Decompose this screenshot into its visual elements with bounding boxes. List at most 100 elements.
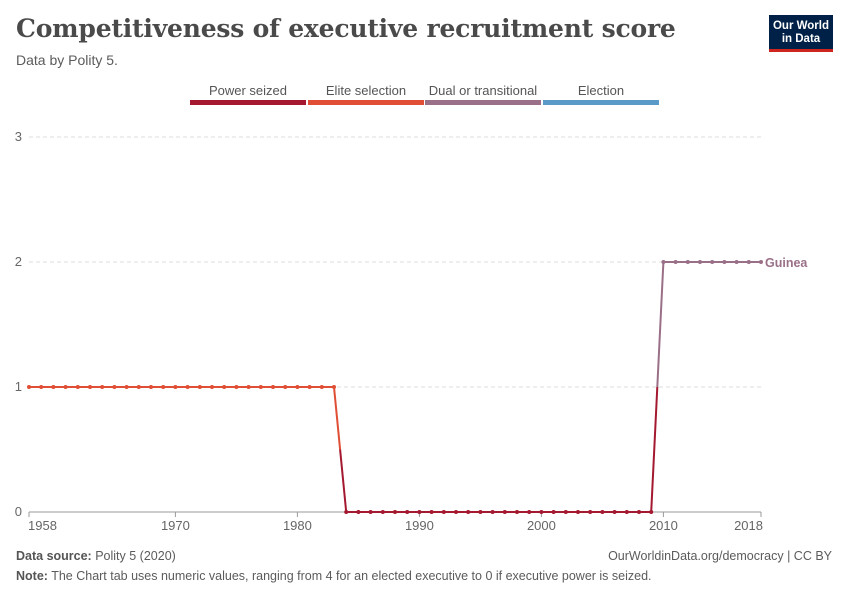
data-point bbox=[637, 510, 641, 514]
data-point bbox=[332, 385, 336, 389]
data-point bbox=[429, 510, 434, 514]
data-point bbox=[368, 510, 373, 514]
logo-line-2: in Data bbox=[781, 33, 821, 45]
legend-swatch bbox=[190, 100, 306, 105]
series-label-guinea: Guinea bbox=[765, 256, 808, 270]
logo-line-1: Our World bbox=[772, 20, 829, 32]
data-point bbox=[234, 385, 239, 389]
data-point bbox=[161, 385, 166, 389]
x-tick-label: 2010 bbox=[649, 518, 678, 533]
data-point bbox=[746, 260, 751, 264]
legend-label: Power seized bbox=[208, 83, 288, 98]
data-point bbox=[502, 510, 507, 514]
data-point bbox=[173, 385, 178, 389]
y-tick-label: 1 bbox=[15, 379, 22, 394]
legend-label: Election bbox=[577, 83, 625, 98]
data-point bbox=[405, 510, 410, 514]
data-point bbox=[649, 510, 654, 514]
data-point bbox=[490, 510, 495, 514]
data-source-line: Data source: Polity 5 (2020) bbox=[16, 549, 176, 563]
data-point bbox=[307, 385, 312, 389]
data-point bbox=[344, 510, 349, 514]
data-point bbox=[539, 510, 544, 514]
data-point bbox=[600, 510, 605, 514]
data-point bbox=[624, 510, 629, 514]
data-point bbox=[661, 260, 666, 264]
data-point bbox=[27, 385, 31, 389]
data-point bbox=[551, 510, 556, 514]
data-point bbox=[197, 385, 202, 389]
data-point bbox=[722, 260, 727, 264]
series-segment bbox=[339, 449, 348, 513]
legend-swatch bbox=[425, 100, 541, 105]
legend-label: Dual or transitional bbox=[428, 83, 538, 98]
data-point bbox=[222, 385, 227, 389]
legend-swatch bbox=[308, 100, 424, 105]
legend-label: Elite selection bbox=[325, 83, 407, 98]
data-point bbox=[356, 510, 361, 514]
x-tick-label: 1990 bbox=[405, 518, 434, 533]
series-segment bbox=[333, 386, 342, 450]
data-point bbox=[698, 260, 702, 264]
data-point bbox=[295, 385, 300, 389]
data-point bbox=[515, 510, 519, 514]
data-point bbox=[39, 385, 44, 389]
data-point bbox=[210, 385, 214, 389]
chart-title: Competitiveness of executive recruitment… bbox=[16, 14, 676, 43]
chart-subtitle: Data by Polity 5. bbox=[16, 52, 118, 68]
y-tick-label: 3 bbox=[15, 129, 22, 144]
source-label: Data source: bbox=[16, 549, 92, 563]
data-point bbox=[149, 385, 153, 389]
data-point bbox=[136, 385, 141, 389]
legend-item-power-seized[interactable]: Power seized bbox=[190, 82, 306, 106]
x-tick-label: 1980 bbox=[283, 518, 312, 533]
data-point bbox=[258, 385, 263, 389]
note-text: The Chart tab uses numeric values, rangi… bbox=[51, 569, 652, 583]
source-text[interactable]: Polity 5 (2020) bbox=[95, 549, 176, 563]
y-tick-label: 0 bbox=[15, 504, 22, 519]
line-chart: 0 1 2 3 1958 1970 1980 1990 2000 2010 2018 Guinea bbox=[15, 129, 809, 533]
x-tick-label: 1958 bbox=[28, 518, 57, 533]
owid-logo[interactable]: Our World in Data bbox=[769, 15, 833, 52]
data-point bbox=[51, 385, 56, 389]
legend-item-dual-transitional[interactable]: Dual or transitional bbox=[425, 82, 541, 106]
legend-item-election[interactable]: Election bbox=[543, 82, 659, 106]
data-point bbox=[612, 510, 617, 514]
data-point bbox=[271, 385, 275, 389]
series-segment bbox=[656, 261, 665, 388]
data-point bbox=[710, 260, 715, 264]
data-point bbox=[441, 510, 446, 514]
data-point bbox=[576, 510, 580, 514]
x-tick-label: 1970 bbox=[161, 518, 190, 533]
x-tick-label: 2018 bbox=[734, 518, 763, 533]
data-point bbox=[685, 260, 690, 264]
legend-swatch bbox=[543, 100, 659, 105]
data-point bbox=[75, 385, 80, 389]
data-point bbox=[759, 260, 763, 264]
data-point bbox=[124, 385, 129, 389]
data-point bbox=[734, 260, 739, 264]
data-point bbox=[380, 510, 385, 514]
data-point bbox=[588, 510, 593, 514]
data-point bbox=[319, 385, 324, 389]
data-point bbox=[563, 510, 568, 514]
x-tick-label: 2000 bbox=[527, 518, 556, 533]
data-point bbox=[417, 510, 422, 514]
data-point bbox=[283, 385, 288, 389]
data-point bbox=[454, 510, 458, 514]
data-point bbox=[88, 385, 92, 389]
data-point bbox=[466, 510, 471, 514]
note-label: Note: bbox=[16, 569, 48, 583]
data-point bbox=[63, 385, 68, 389]
data-point bbox=[393, 510, 397, 514]
data-point bbox=[112, 385, 117, 389]
data-point bbox=[478, 510, 483, 514]
data-point bbox=[246, 385, 251, 389]
series-segment bbox=[650, 386, 659, 513]
data-point bbox=[100, 385, 105, 389]
legend-item-elite-selection[interactable]: Elite selection bbox=[308, 82, 424, 106]
data-point bbox=[527, 510, 532, 514]
data-point bbox=[673, 260, 678, 264]
footer-link[interactable]: OurWorldinData.org/democracy | CC BY bbox=[608, 549, 832, 563]
y-tick-label: 2 bbox=[15, 254, 22, 269]
